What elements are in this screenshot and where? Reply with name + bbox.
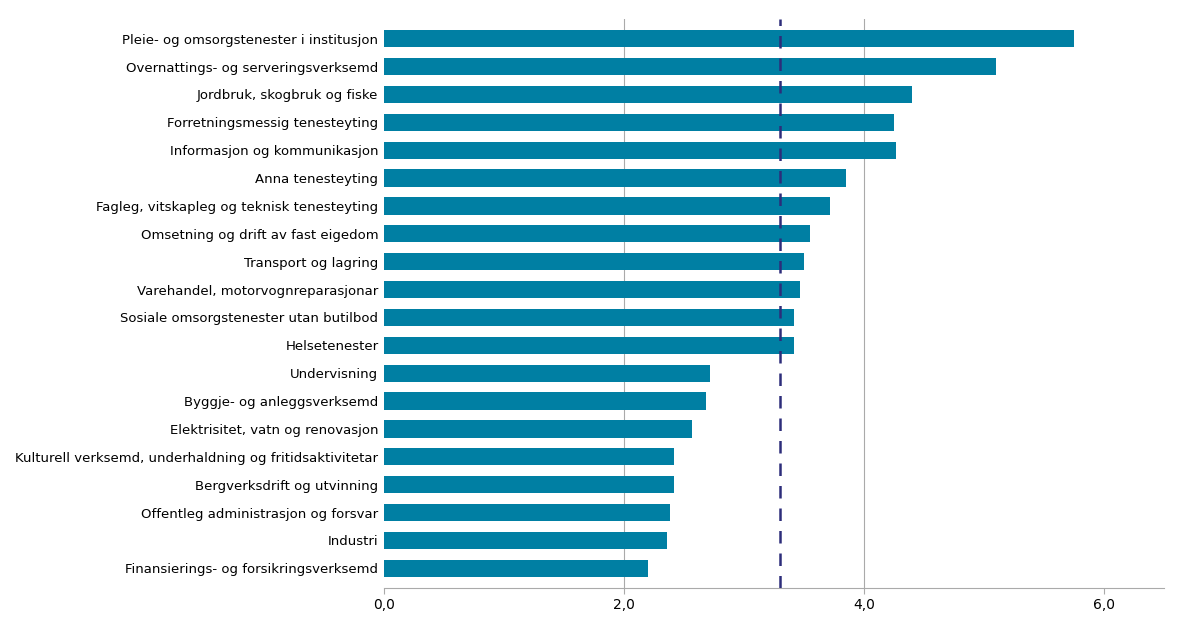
Bar <box>384 392 706 410</box>
Bar <box>384 142 896 159</box>
Bar <box>384 169 846 187</box>
Bar <box>384 448 674 465</box>
Bar <box>384 476 674 493</box>
Bar <box>384 560 648 577</box>
Bar <box>384 532 667 549</box>
Bar <box>384 281 800 298</box>
Bar <box>384 504 670 521</box>
Bar <box>384 86 912 103</box>
Bar <box>384 420 692 438</box>
Bar <box>384 30 1074 47</box>
Bar <box>384 309 794 326</box>
Bar <box>384 253 804 270</box>
Bar <box>384 225 810 242</box>
Bar <box>384 114 894 131</box>
Bar <box>384 337 794 354</box>
Bar <box>384 197 830 215</box>
Bar <box>384 58 996 75</box>
Bar <box>384 365 710 382</box>
